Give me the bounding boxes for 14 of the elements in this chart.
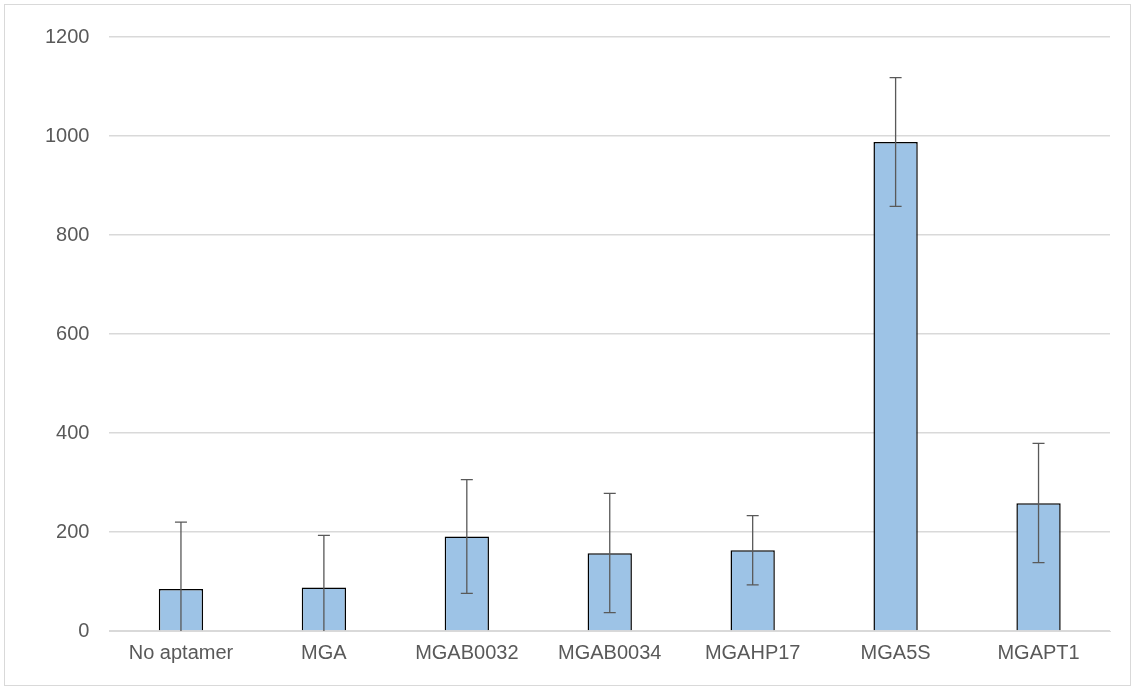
y-tick-label: 600 <box>56 321 90 344</box>
y-tick-label: 200 <box>56 519 90 542</box>
y-tick-label: 800 <box>56 222 90 245</box>
y-tick-label: 400 <box>56 420 90 443</box>
x-tick-label: MGAHP17 <box>704 640 801 663</box>
y-tick-label: 1000 <box>44 123 90 146</box>
x-tick-label: MGA <box>301 640 348 663</box>
y-tick-label: 0 <box>78 618 90 641</box>
x-tick-label: MGAPT1 <box>997 640 1080 663</box>
y-tick-label: 1200 <box>44 24 90 47</box>
x-tick-label: MGA5S <box>860 640 931 663</box>
x-tick-label: MGAB0034 <box>558 640 662 663</box>
x-tick-label: MGAB0032 <box>415 640 519 663</box>
x-tick-label: No aptamer <box>128 640 234 663</box>
